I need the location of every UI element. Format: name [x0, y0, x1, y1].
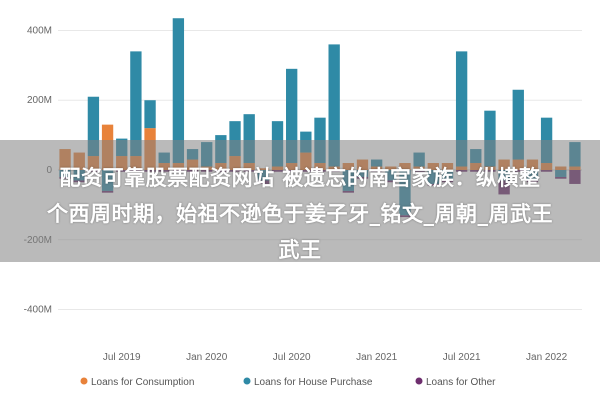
bar-segment	[286, 68, 298, 164]
bar-segment	[87, 96, 100, 157]
x-tick-label: Jul 2019	[103, 352, 141, 363]
legend-label: Loans for Other	[426, 377, 496, 388]
bar-segment	[512, 89, 524, 160]
bar-segment	[484, 110, 496, 167]
legend-marker	[415, 377, 423, 385]
caption-line-2: 个西周时期，始祖不逊色于姜子牙_铭文_周朝_周武王	[47, 202, 553, 226]
bar-segment	[243, 114, 255, 164]
bar-segment	[328, 44, 340, 167]
caption-overlay-band	[0, 140, 600, 262]
caption-line-1: 配资可靠股票配资网站 被遗忘的南宫家族：纵横整	[59, 166, 541, 190]
legend-label: Loans for House Purchase	[254, 377, 373, 388]
chart-legend: Loans for Consumption Loans for House Pur…	[80, 377, 496, 388]
y-tick-label: 400M	[27, 25, 52, 36]
bar-segment	[229, 121, 241, 157]
x-tick-label: Jan 2021	[356, 352, 398, 363]
y-tick-label: 200M	[27, 95, 52, 106]
x-tick-label: Jul 2021	[443, 352, 481, 363]
bar-segment	[130, 51, 142, 157]
y-tick-label: -400M	[24, 305, 52, 316]
legend-label: Loans for Consumption	[91, 377, 194, 388]
x-axis-tick-labels: Jul 2019 Jan 2020 Jul 2020 Jan 2021 Jul 2021…	[103, 352, 568, 363]
legend-marker	[80, 377, 88, 385]
legend-marker	[243, 377, 251, 385]
caption-line-3: 武王	[278, 238, 322, 262]
caption-overlay-text: 配资可靠股票配资网站 被遗忘的南宫家族：纵横整 个西周时期，始祖不逊色于姜子牙_…	[0, 160, 600, 268]
bar-segment	[455, 51, 468, 167]
bar-segment	[144, 100, 156, 129]
x-tick-label: Jan 2022	[526, 352, 568, 363]
x-tick-label: Jan 2020	[186, 352, 228, 363]
bar-segment	[172, 18, 185, 164]
x-tick-label: Jul 2020	[273, 352, 311, 363]
